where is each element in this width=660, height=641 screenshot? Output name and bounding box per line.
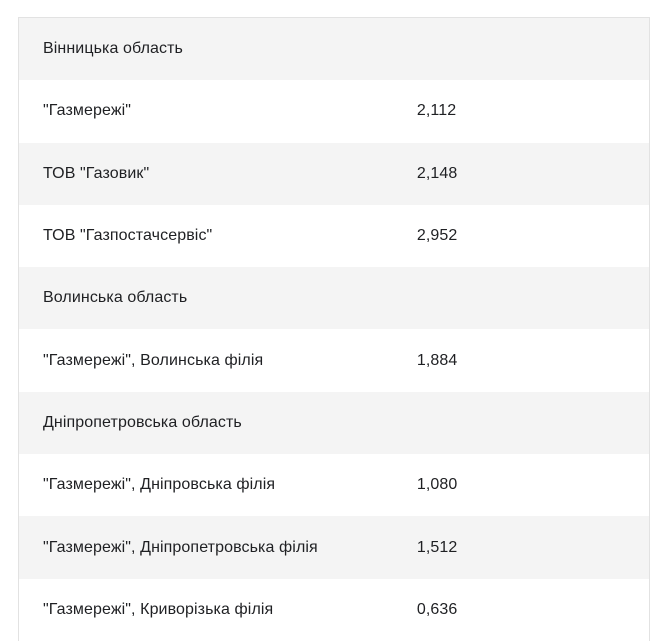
table-row: ТОВ "Газпостачсервіс" 2,952 bbox=[19, 204, 649, 268]
supplier-price: 1,512 bbox=[416, 538, 458, 556]
supplier-name: "Газмережі", Криворізька філія bbox=[43, 600, 274, 618]
supplier-price: 0,636 bbox=[416, 600, 458, 618]
gas-supplier-price-table: Вінницька область "Газмережі" 2,112 ТОВ … bbox=[18, 17, 650, 641]
table-row: "Газмережі", Дніпропетровська філія 1,51… bbox=[19, 516, 649, 579]
supplier-name: "Газмережі", Волинська філія bbox=[43, 351, 264, 369]
supplier-table-body: Вінницька область "Газмережі" 2,112 ТОВ … bbox=[19, 18, 649, 641]
table-row: "Газмережі" 2,112 bbox=[19, 80, 649, 143]
table-row: ТОВ "Газовик" 2,148 bbox=[19, 142, 649, 205]
supplier-price: 2,148 bbox=[416, 164, 458, 182]
supplier-name: ТОВ "Газовик" bbox=[43, 164, 150, 182]
region-label: Волинська область bbox=[43, 289, 188, 307]
supplier-price: 2,952 bbox=[416, 227, 458, 245]
table-row: "Газмережі", Криворізька філія 0,636 bbox=[19, 578, 649, 641]
supplier-name: ТОВ "Газпостачсервіс" bbox=[43, 227, 213, 245]
supplier-price: 1,080 bbox=[416, 476, 458, 494]
region-label: Вінницька область bbox=[43, 40, 183, 58]
region-header-row: Волинська область bbox=[19, 267, 649, 330]
supplier-name: "Газмережі" bbox=[43, 102, 132, 120]
region-label: Дніпропетровська область bbox=[43, 413, 242, 431]
region-header-row: Вінницька область bbox=[19, 18, 649, 81]
supplier-name: "Газмережі", Дніпропетровська філія bbox=[43, 538, 318, 556]
table-row: "Газмережі", Волинська філія 1,884 bbox=[19, 329, 649, 392]
table-row: "Газмережі", Дніпровська філія 1,080 bbox=[19, 454, 649, 517]
supplier-table: Вінницька область "Газмережі" 2,112 ТОВ … bbox=[19, 18, 649, 641]
supplier-price: 2,112 bbox=[416, 102, 457, 120]
region-header-row: Дніпропетровська область bbox=[19, 391, 649, 455]
supplier-price: 1,884 bbox=[416, 351, 458, 369]
supplier-name: "Газмережі", Дніпровська філія bbox=[43, 476, 276, 494]
